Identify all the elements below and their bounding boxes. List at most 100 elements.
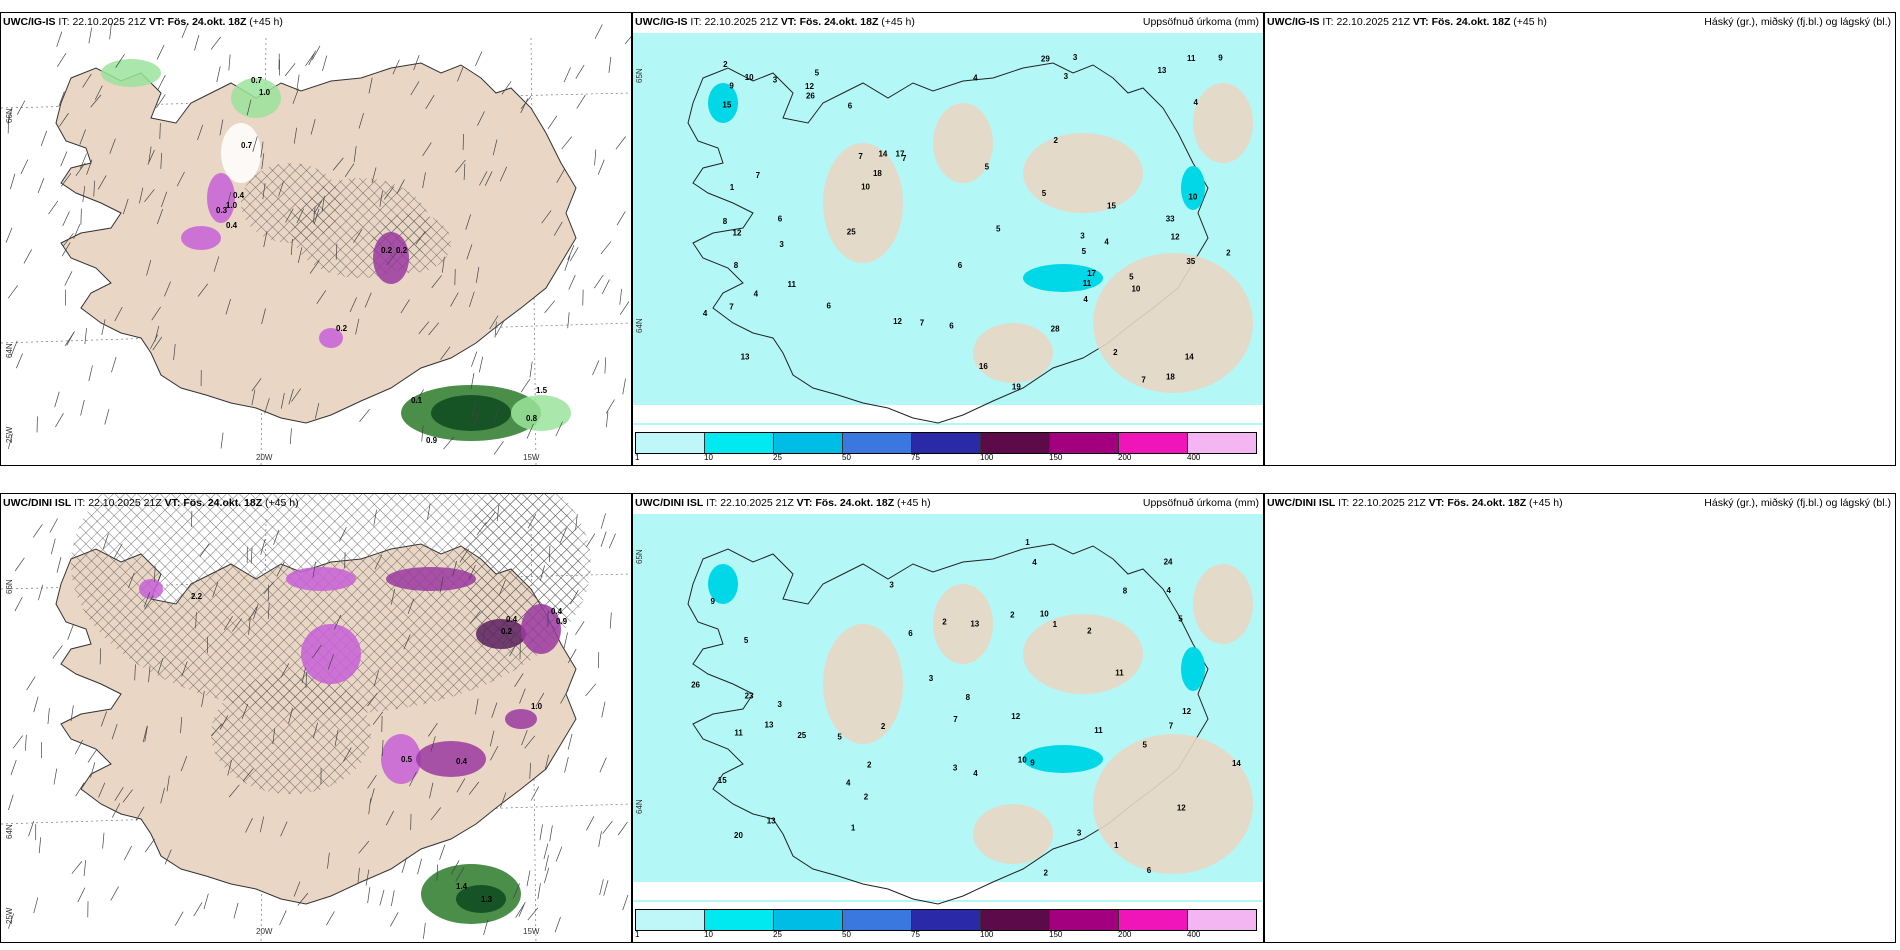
wind-barb	[219, 715, 229, 730]
precip-area	[207, 173, 235, 223]
precip-value-label: 3	[953, 764, 958, 773]
wind-barb	[554, 916, 561, 933]
wind-barb	[250, 547, 253, 564]
wind-barb	[617, 821, 628, 836]
wind-barb	[199, 543, 210, 557]
precip-value-label: 0.4	[551, 607, 563, 616]
wind-barb	[564, 756, 569, 773]
wind-barb	[440, 346, 451, 360]
wind-barb	[592, 360, 600, 376]
valid-time-label: VT:	[148, 16, 165, 28]
precip-value-label: 13	[970, 620, 979, 629]
wind-barb	[469, 291, 475, 308]
wind-barb	[373, 670, 379, 687]
wind-barb	[450, 292, 459, 307]
wind-barb	[144, 189, 155, 203]
precip-value-label: 5	[1042, 189, 1047, 198]
wind-barb	[527, 513, 537, 529]
precip-value-label: 13	[765, 721, 774, 730]
colorbar-swatch	[843, 910, 912, 930]
init-time-label: IT:	[1322, 16, 1334, 28]
precip-value-label: 6	[778, 214, 783, 223]
precip-value-label: 12	[1177, 804, 1186, 813]
wind-barb	[501, 81, 512, 95]
map-canvas	[1265, 504, 1895, 942]
wind-barb	[390, 890, 395, 907]
wind-barb	[619, 301, 630, 315]
precip-value-label: 28	[1051, 325, 1060, 334]
wind-barb	[280, 392, 285, 409]
wind-barb	[197, 124, 204, 141]
init-time: 22.10.2025 21Z	[72, 16, 146, 28]
wind-barb	[400, 299, 410, 314]
wind-barb	[264, 398, 270, 414]
wind-barb	[261, 153, 265, 170]
model-name: UWC/DINI ISL	[635, 497, 704, 509]
wind-barb	[50, 538, 56, 555]
wind-barb	[144, 595, 154, 610]
init-time: 22.10.2025 21Z	[704, 16, 778, 28]
wind-barb	[203, 893, 209, 910]
wind-barb	[519, 688, 526, 704]
wind-barb	[112, 803, 121, 818]
wind-barb	[122, 198, 129, 215]
heavy-precip-area	[708, 83, 738, 123]
dry-area	[823, 143, 903, 263]
wind-barb	[608, 533, 616, 549]
wind-barb	[529, 762, 531, 779]
precip-value-label: 1	[1114, 841, 1119, 850]
heavy-precip-area	[1023, 745, 1103, 773]
dry-area	[1093, 734, 1253, 874]
wind-barb	[160, 787, 165, 804]
precip-value-label: 7	[756, 171, 761, 180]
wind-barb	[153, 566, 156, 583]
wind-barb	[60, 151, 68, 167]
precip-value-label: 0.2	[381, 246, 393, 255]
wind-barb	[563, 632, 568, 649]
precip-value-label: 12	[1182, 707, 1191, 716]
wind-barb	[47, 708, 50, 725]
lead-time: (+45 h)	[881, 16, 915, 28]
colorbar-tick-label: 50	[842, 930, 851, 939]
precip-area	[301, 624, 361, 684]
wind-barb	[251, 378, 262, 392]
wind-barb	[228, 784, 240, 798]
wind-barb	[5, 227, 13, 243]
wind-barb	[288, 388, 294, 405]
wind-barb	[349, 297, 357, 313]
colorbar-tick-label: 150	[1049, 453, 1063, 462]
wind-barb	[555, 846, 563, 862]
wind-barb	[301, 667, 306, 684]
precip-value-label: 10	[1040, 609, 1049, 618]
wind-barb	[82, 73, 92, 88]
wind-barb	[547, 115, 558, 130]
precip-value-label: 9	[729, 81, 734, 90]
dry-area	[933, 103, 993, 183]
coordinate-label: 66N	[5, 579, 14, 594]
wind-barb	[466, 244, 473, 260]
wind-barb	[23, 249, 32, 264]
precip-value-label: 2	[1087, 627, 1092, 636]
wind-barb	[502, 630, 512, 645]
wind-barb	[339, 527, 347, 542]
wind-barb	[111, 723, 118, 740]
wind-barb	[585, 683, 597, 697]
precip-value-label: 24	[1164, 558, 1173, 567]
wind-barb	[242, 768, 254, 782]
wind-barb	[465, 214, 472, 230]
wind-barb	[297, 247, 303, 264]
colorbar-swatch	[912, 910, 981, 930]
wind-barb	[604, 357, 607, 374]
precip-value-label: 6	[908, 629, 913, 638]
wind-barb	[493, 441, 504, 455]
precip-value-label: 8	[966, 693, 971, 702]
precip-area	[101, 59, 161, 87]
wind-barb	[490, 745, 499, 761]
wind-barb	[7, 117, 10, 134]
coordinate-label: 20W	[256, 453, 273, 462]
coordinate-label: 66N	[5, 108, 14, 123]
precip-value-label: 4	[846, 778, 851, 787]
heavy-precip-area	[708, 564, 738, 604]
wind-barb	[180, 717, 183, 734]
precip-value-label: 3	[1080, 232, 1085, 241]
